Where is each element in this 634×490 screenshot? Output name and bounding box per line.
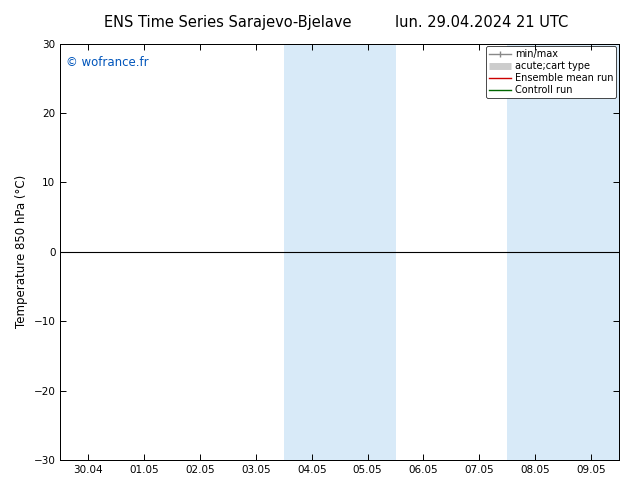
Bar [284,44,340,460]
Text: lun. 29.04.2024 21 UTC: lun. 29.04.2024 21 UTC [395,15,569,30]
Bar [507,44,563,460]
Bar [340,44,396,460]
Legend: min/max, acute;cart type, Ensemble mean run, Controll run: min/max, acute;cart type, Ensemble mean … [486,47,616,98]
Bar [563,44,619,460]
Text: ENS Time Series Sarajevo-Bjelave: ENS Time Series Sarajevo-Bjelave [105,15,352,30]
Y-axis label: Temperature 850 hPa (°C): Temperature 850 hPa (°C) [15,175,28,328]
Text: © wofrance.fr: © wofrance.fr [66,56,148,69]
